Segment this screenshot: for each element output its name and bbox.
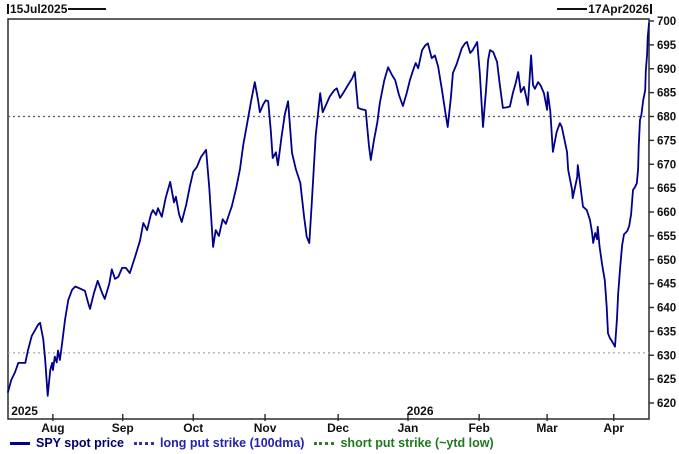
month-label: Feb (468, 421, 489, 435)
y-tick-label: 680 (657, 112, 676, 124)
y-tick-label: 635 (657, 326, 677, 338)
year-label: 2025 (11, 404, 38, 418)
y-tick-label: 620 (657, 398, 676, 410)
date-range-end-label: 17Apr2026 (588, 2, 649, 16)
y-tick-label: 655 (657, 231, 677, 243)
date-range-end: 17Apr2026 (557, 2, 652, 16)
y-tick-label: 690 (657, 64, 676, 76)
legend-item-short-put-strike: short put strike (~ytd low) (314, 436, 494, 450)
legend-label: SPY spot price (36, 436, 124, 450)
range-start-tick (7, 4, 9, 14)
month-label: Nov (254, 421, 277, 435)
y-tick-label: 660 (657, 207, 676, 219)
spy-price-line (7, 22, 650, 397)
date-range-start: 15Jul2025 (7, 2, 107, 16)
month-label: Jan (398, 421, 419, 435)
legend-label: long put strike (100dma) (160, 436, 305, 450)
range-end-line (557, 8, 588, 10)
month-label: Aug (41, 421, 64, 435)
y-tick-label: 665 (657, 183, 677, 195)
month-label: Sep (112, 421, 134, 435)
y-tick-label: 700 (657, 16, 676, 28)
y-tick-label: 640 (657, 303, 676, 315)
y-tick-label: 645 (657, 279, 677, 291)
y-tick-label: 650 (657, 255, 676, 267)
y-tick-label: 675 (657, 135, 677, 147)
y-tick-label: 695 (657, 40, 677, 52)
range-end-tick (650, 4, 652, 14)
y-tick-label: 685 (657, 88, 677, 100)
month-label: Oct (183, 421, 203, 435)
range-start-line (68, 8, 107, 10)
legend-swatch-solid-line (10, 441, 30, 445)
legend-item-long-put-strike: long put strike (100dma) (134, 436, 304, 450)
legend-swatch-dotted-blue (134, 441, 154, 445)
date-range-start-label: 15Jul2025 (10, 2, 68, 16)
year-label: 2026 (407, 404, 434, 418)
y-tick-label: 630 (657, 350, 676, 362)
y-tick-label: 625 (657, 374, 677, 386)
plot-border (7, 18, 650, 420)
y-tick-label: 670 (657, 159, 676, 171)
legend-swatch-dotted-green (314, 441, 335, 445)
month-label: Dec (327, 421, 349, 435)
legend-item-spy-spot-price: SPY spot price (10, 436, 124, 450)
month-label: Mar (536, 421, 558, 435)
month-label: Apr (603, 421, 624, 435)
legend-label: short put strike (~ytd low) (340, 436, 494, 450)
chart-legend: SPY spot price long put strike (100dma) … (10, 436, 494, 450)
